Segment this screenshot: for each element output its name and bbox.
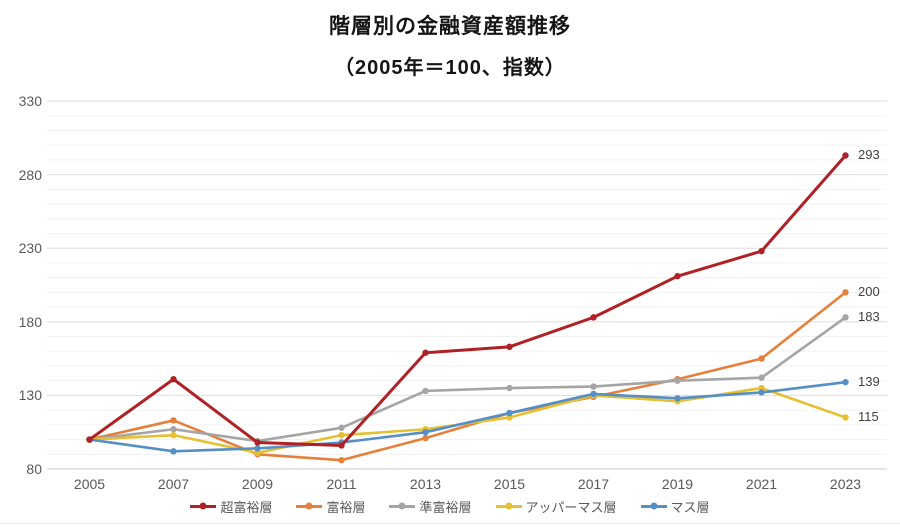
legend-label: 超富裕層: [220, 499, 273, 515]
data-point: [170, 431, 177, 439]
series-end-label: 200: [858, 284, 880, 300]
legend-marker-dot-icon: [650, 502, 658, 510]
data-point: [506, 343, 513, 351]
data-point: [590, 390, 597, 398]
x-tick-label: 2019: [661, 476, 694, 492]
y-tick-label: 80: [26, 461, 42, 477]
legend-label: 準富裕層: [419, 499, 472, 515]
data-point: [674, 377, 681, 384]
data-point: [422, 387, 429, 395]
data-point: [422, 434, 429, 442]
legend: 超富裕層 富裕層 準富裕層 アッパーマス層 マス層: [0, 496, 900, 516]
data-point: [254, 449, 261, 457]
series-line-4: [88, 380, 847, 453]
data-point: [842, 152, 849, 159]
data-point: [338, 442, 345, 449]
legend-marker-icon: [389, 502, 416, 510]
legend-marker-icon: [296, 502, 323, 510]
data-point: [590, 383, 597, 390]
legend-label: マス層: [670, 499, 710, 515]
data-point: [842, 289, 849, 296]
data-point: [338, 424, 345, 431]
data-point: [254, 439, 261, 446]
data-point: [170, 376, 177, 383]
data-point: [170, 426, 177, 433]
y-tick-label: 230: [18, 240, 42, 257]
series-end-label: 115: [858, 409, 879, 425]
y-tick-label: 280: [18, 166, 42, 183]
legend-marker-dot-icon: [305, 502, 313, 510]
data-point: [758, 247, 765, 255]
data-point: [842, 414, 849, 421]
data-point: [506, 384, 513, 392]
series-line-3: [88, 386, 847, 455]
legend-item-1: 富裕層: [296, 497, 365, 516]
series-line-1: [88, 291, 847, 462]
series-end-label: 183: [858, 309, 880, 325]
legend-item-3: アッパーマス層: [495, 497, 617, 516]
data-point: [506, 414, 513, 421]
series-line-2: [88, 316, 847, 443]
data-point: [842, 378, 849, 386]
x-tick-label: 2009: [241, 476, 274, 492]
data-point: [254, 445, 261, 452]
data-point: [758, 384, 765, 392]
data-point: [422, 349, 429, 356]
bottom-divider: [0, 523, 900, 524]
chart-title: 階層別の金融資産額推移: [329, 15, 571, 38]
legend-label: アッパーマス層: [525, 499, 617, 515]
x-tick-label: 2021: [745, 476, 778, 492]
legend-marker-dot-icon: [199, 502, 207, 510]
data-point: [758, 355, 765, 362]
data-point: [674, 272, 681, 280]
data-point: [842, 314, 849, 321]
legend-marker-icon: [495, 502, 522, 510]
data-point: [758, 374, 765, 381]
data-point: [170, 417, 177, 424]
data-point: [590, 314, 597, 321]
y-tick-label: 180: [18, 313, 42, 330]
x-tick-label: 2007: [157, 476, 190, 492]
x-tick-label: 2013: [409, 476, 442, 492]
x-tick-label: 2011: [326, 476, 357, 492]
legend-item-4: マス層: [640, 497, 710, 516]
data-point: [170, 448, 177, 455]
data-point: [338, 431, 345, 439]
legend-marker-icon: [640, 502, 667, 510]
data-point: [422, 429, 429, 436]
y-tick-label: 130: [18, 387, 42, 404]
data-point: [674, 395, 681, 402]
legend-item-0: 超富裕層: [190, 497, 272, 516]
x-tick-label: 2005: [73, 476, 106, 492]
x-tick-label: 2017: [577, 476, 610, 492]
data-point: [506, 409, 513, 417]
legend-marker-dot-icon: [398, 502, 406, 510]
data-point: [86, 436, 93, 443]
x-tick-label: 2023: [829, 476, 862, 492]
legend-marker-dot-icon: [505, 502, 512, 510]
legend-item-2: 準富裕層: [389, 497, 472, 516]
y-tick-label: 330: [18, 93, 42, 109]
x-tick-label: 2015: [493, 476, 526, 492]
series-line-0: [88, 153, 847, 447]
chart-subtitle: （2005年＝100、指数）: [334, 57, 566, 79]
data-point: [758, 389, 765, 396]
series-end-label: 293: [858, 147, 880, 163]
legend-marker-icon: [190, 502, 217, 510]
series-end-label: 139: [858, 374, 880, 390]
legend-label: 富裕層: [326, 499, 366, 515]
data-point: [338, 456, 345, 464]
